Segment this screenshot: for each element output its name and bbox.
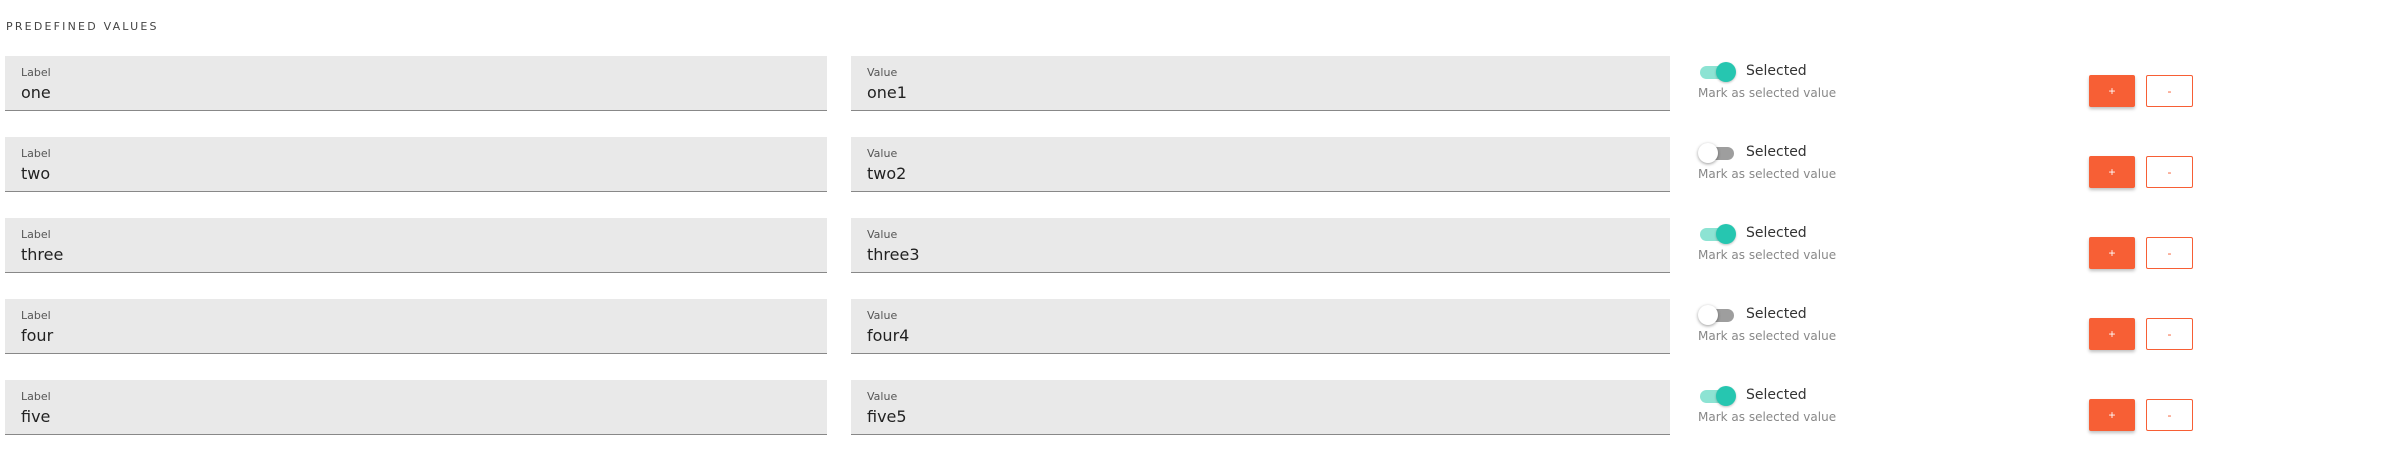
label-field-caption: Label [21,228,51,241]
predefined-value-row: Label three Value three3 Selected Mark a… [0,218,2396,274]
predefined-value-row: Label five Value five5 Selected Mark as … [0,380,2396,436]
selected-label: Selected [1746,144,1807,160]
selected-hint: Mark as selected value [1698,329,1837,343]
label-field[interactable]: Label three [5,218,827,273]
section-title: PREDEFINED VALUES [6,20,159,33]
remove-row-button[interactable]: - [2146,318,2193,350]
value-field-value[interactable]: three3 [867,245,920,264]
toggle-knob [1698,143,1718,163]
value-field-value[interactable]: four4 [867,326,910,345]
label-field-caption: Label [21,147,51,160]
add-row-button[interactable]: + [2089,75,2135,107]
value-field-value[interactable]: five5 [867,407,907,426]
selected-label: Selected [1746,306,1807,322]
value-field[interactable]: Value three3 [851,218,1670,273]
add-row-button[interactable]: + [2089,318,2135,350]
value-field[interactable]: Value two2 [851,137,1670,192]
toggle-knob [1716,386,1736,406]
value-field[interactable]: Value one1 [851,56,1670,111]
label-field-value[interactable]: five [21,407,51,426]
selected-toggle[interactable] [1698,224,1738,244]
add-row-button[interactable]: + [2089,156,2135,188]
value-field-caption: Value [867,228,898,241]
label-field[interactable]: Label one [5,56,827,111]
selected-label: Selected [1746,63,1807,79]
label-field-value[interactable]: one [21,83,51,102]
value-field-value[interactable]: one1 [867,83,907,102]
selected-toggle[interactable] [1698,62,1738,82]
predefined-value-row: Label two Value two2 Selected Mark as se… [0,137,2396,193]
predefined-value-row: Label one Value one1 Selected Mark as se… [0,56,2396,112]
selected-toggle[interactable] [1698,305,1738,325]
value-field-value[interactable]: two2 [867,164,907,183]
add-row-button[interactable]: + [2089,399,2135,431]
value-field[interactable]: Value four4 [851,299,1670,354]
label-field[interactable]: Label four [5,299,827,354]
label-field[interactable]: Label two [5,137,827,192]
selected-label: Selected [1746,225,1807,241]
selected-hint: Mark as selected value [1698,248,1837,262]
value-field-caption: Value [867,390,898,403]
label-field-value[interactable]: two [21,164,51,183]
label-field-caption: Label [21,390,51,403]
remove-row-button[interactable]: - [2146,156,2193,188]
predefined-value-row: Label four Value four4 Selected Mark as … [0,299,2396,355]
toggle-knob [1716,224,1736,244]
remove-row-button[interactable]: - [2146,75,2193,107]
selected-label: Selected [1746,387,1807,403]
label-field-caption: Label [21,309,51,322]
value-field[interactable]: Value five5 [851,380,1670,435]
toggle-knob [1698,305,1718,325]
label-field-caption: Label [21,66,51,79]
label-field-value[interactable]: four [21,326,54,345]
remove-row-button[interactable]: - [2146,237,2193,269]
remove-row-button[interactable]: - [2146,399,2193,431]
toggle-knob [1716,62,1736,82]
value-field-caption: Value [867,147,898,160]
value-field-caption: Value [867,66,898,79]
selected-hint: Mark as selected value [1698,410,1837,424]
add-row-button[interactable]: + [2089,237,2135,269]
selected-toggle[interactable] [1698,386,1738,406]
selected-hint: Mark as selected value [1698,167,1837,181]
selected-toggle[interactable] [1698,143,1738,163]
value-field-caption: Value [867,309,898,322]
selected-hint: Mark as selected value [1698,86,1837,100]
label-field[interactable]: Label five [5,380,827,435]
label-field-value[interactable]: three [21,245,64,264]
